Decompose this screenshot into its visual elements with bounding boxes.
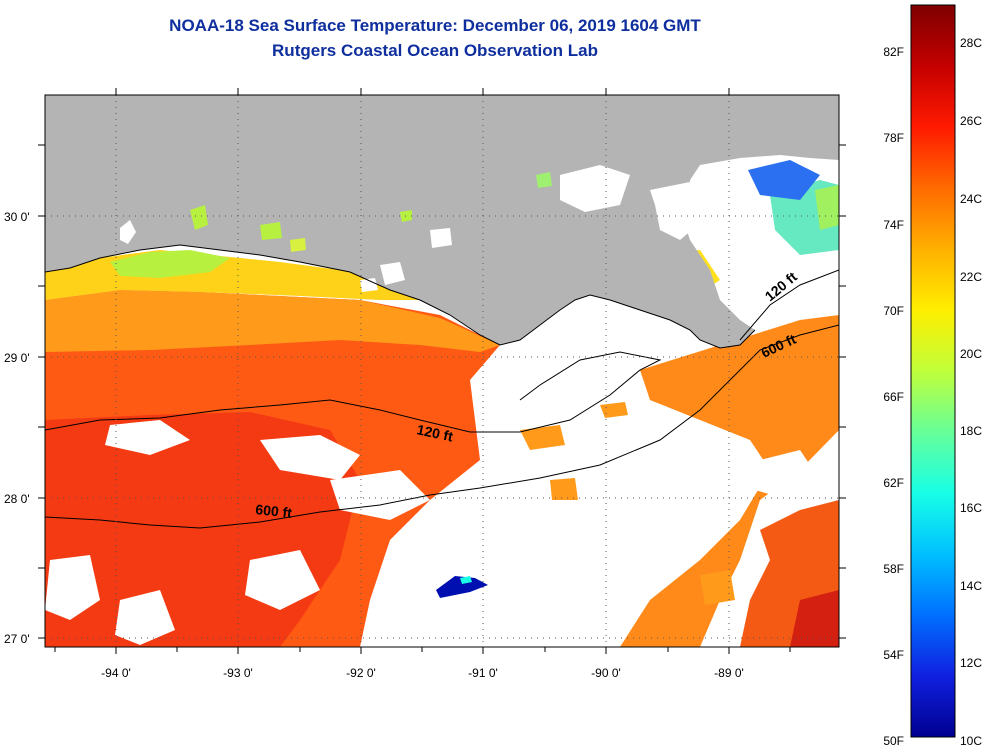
sst-east-blue — [748, 160, 820, 200]
colorbar-c-label: 28C — [960, 36, 982, 50]
colorbar-c-label: 20C — [960, 347, 982, 361]
colorbar-f-label: 50F — [883, 734, 904, 748]
lat-label: 30 0' — [4, 210, 30, 224]
lat-label: 28 0' — [4, 492, 30, 506]
lon-label: -89 0' — [714, 666, 744, 680]
contour-label-120ft-west: 120 ft — [415, 421, 454, 444]
colorbar-celsius-labels: 28C 26C 24C 22C 20C 18C 16C 14C 12C 10C — [960, 36, 982, 748]
colorbar-c-label: 26C — [960, 114, 982, 128]
longitude-labels: -94 0' -93 0' -92 0' -91 0' -90 0' -89 0… — [101, 666, 744, 680]
lat-label: 27 0' — [4, 632, 30, 646]
land — [45, 95, 839, 348]
colorbar-f-label: 66F — [883, 390, 904, 404]
lon-label: -91 0' — [468, 666, 498, 680]
colorbar-f-label: 70F — [883, 304, 904, 318]
sst-cold-blob — [436, 576, 488, 598]
map-subtitle: Rutgers Coastal Ocean Observation Lab — [272, 41, 598, 60]
lon-label: -92 0' — [346, 666, 376, 680]
colorbar-f-label: 74F — [883, 218, 904, 232]
map-area: 120 ft 600 ft 120 ft 600 ft — [45, 95, 839, 647]
latitude-labels: 30 0' 29 0' 28 0' 27 0' — [4, 210, 30, 646]
lon-label: -90 0' — [591, 666, 621, 680]
colorbar-f-label: 78F — [883, 131, 904, 145]
lon-label: -93 0' — [223, 666, 253, 680]
colorbar-c-label: 10C — [960, 734, 982, 748]
sst-east-field — [620, 315, 839, 647]
colorbar-c-label: 22C — [960, 270, 982, 284]
lat-label: 29 0' — [4, 351, 30, 365]
colorbar-c-label: 14C — [960, 579, 982, 593]
colorbar-fahrenheit-labels: 82F 78F 74F 70F 66F 62F 58F 54F 50F — [883, 45, 904, 748]
colorbar-f-label: 62F — [883, 476, 904, 490]
colorbar-c-label: 24C — [960, 192, 982, 206]
colorbar — [910, 4, 956, 738]
colorbar-c-label: 12C — [960, 656, 982, 670]
graticule — [45, 95, 839, 647]
colorbar-f-label: 54F — [883, 648, 904, 662]
colorbar-f-label: 58F — [883, 562, 904, 576]
contour-label-600ft-west: 600 ft — [255, 501, 293, 521]
coastline — [45, 244, 756, 349]
sst-green-nearshore — [110, 250, 230, 278]
colorbar-c-label: 16C — [960, 501, 982, 515]
map-ticks — [38, 88, 846, 654]
contour-600ft — [45, 324, 839, 529]
colorbar-c-label: 18C — [960, 424, 982, 438]
contour-120ft — [45, 351, 662, 433]
map-frame — [44, 94, 840, 648]
lon-label: -94 0' — [101, 666, 131, 680]
colorbar-f-label: 82F — [883, 45, 904, 59]
map-title: NOAA-18 Sea Surface Temperature: Decembe… — [169, 16, 701, 35]
sst-orange-band — [45, 290, 500, 352]
